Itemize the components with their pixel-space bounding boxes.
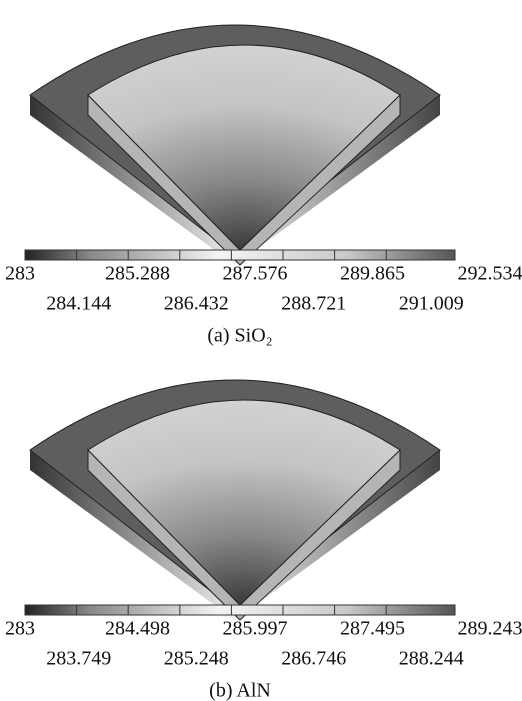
tick-label: 292.534	[458, 263, 522, 285]
tick-label: 283	[5, 618, 35, 640]
caption: (a) SiO₂	[207, 325, 272, 347]
panel: 283 284.144 285.288 286.432 287.576 288.721 28…	[5, 25, 522, 347]
tick-label: 289.243	[458, 618, 522, 640]
tick-label: 286.432	[164, 293, 229, 315]
tick-label: 284.144	[46, 293, 111, 315]
tick-label: 285.248	[164, 648, 229, 670]
colorbar	[25, 605, 455, 615]
tick-label: 284.498	[105, 618, 170, 640]
thermal-model	[30, 25, 440, 265]
caption: (b) AlN	[209, 680, 271, 701]
tick-label: 285.288	[105, 263, 170, 285]
panels: 283 284.144 285.288 286.432 287.576 288.721 28…	[5, 25, 522, 701]
tick-label: 287.495	[340, 618, 405, 640]
figure: 283 284.144 285.288 286.432 287.576 288.721 28…	[0, 0, 522, 701]
tick-label: 291.009	[399, 293, 464, 315]
tick-label: 288.721	[281, 293, 346, 315]
tick-label: 288.244	[399, 648, 464, 670]
tick-label: 287.576	[223, 263, 288, 285]
tick-label: 289.865	[340, 263, 405, 285]
panel: 283 283.749 284.498 285.248 285.997 286.746 28…	[5, 380, 522, 701]
tick-label: 285.997	[223, 618, 288, 640]
tick-label: 283.749	[46, 648, 111, 670]
colorbar	[25, 250, 455, 260]
thermal-model	[30, 380, 440, 620]
tick-label: 286.746	[281, 648, 346, 670]
tick-label: 283	[5, 263, 35, 285]
